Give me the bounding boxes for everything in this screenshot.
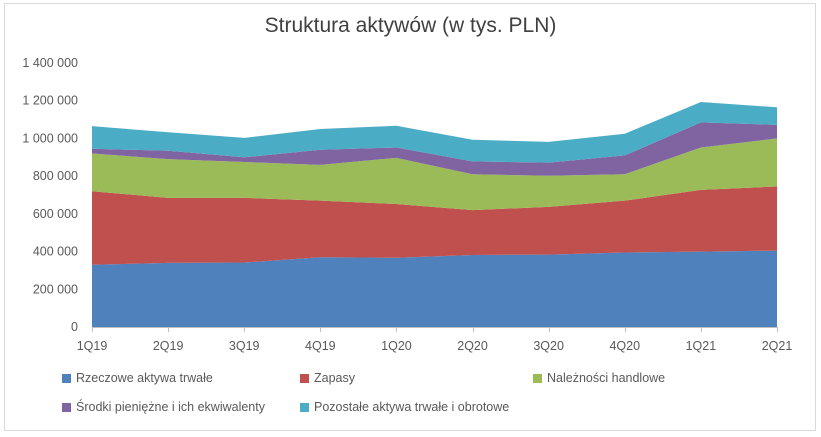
y-tick-label: 400 000 — [33, 245, 78, 259]
x-axis-tick-labels: 1Q19 2Q19 3Q19 4Q19 1Q20 2Q20 3Q20 4Q20 1Q21 2Q21 — [77, 339, 793, 353]
x-tick-label: 4Q19 — [305, 339, 336, 353]
series-areas — [92, 102, 777, 327]
x-tick-label: 2Q21 — [762, 339, 793, 353]
x-tick-label: 3Q20 — [533, 339, 564, 353]
x-tick-label: 2Q20 — [457, 339, 488, 353]
y-tick-label: 0 — [71, 320, 78, 334]
area-series-5 — [92, 102, 777, 163]
y-axis-tick-labels: 0 200 000 400 000 600 000 800 000 1 000 000 1 … — [22, 56, 78, 334]
area-series-2 — [92, 186, 777, 265]
y-tick-label: 600 000 — [33, 207, 78, 221]
y-tick-label: 800 000 — [33, 169, 78, 183]
x-tick-label: 1Q19 — [77, 339, 108, 353]
area-series-1 — [92, 250, 777, 327]
x-tick-label: 3Q19 — [229, 339, 260, 353]
x-tick-label: 1Q20 — [381, 339, 412, 353]
x-tick-label: 1Q21 — [686, 339, 717, 353]
y-tick-label: 1 400 000 — [22, 56, 78, 70]
chart-title: Struktura aktywów (w tys. PLN) — [264, 14, 557, 37]
y-tick-label: 1 000 000 — [22, 131, 78, 145]
area-series-4 — [92, 122, 777, 176]
x-tick-label: 2Q19 — [153, 339, 184, 353]
area-series-3 — [92, 138, 777, 211]
y-tick-label: 200 000 — [33, 282, 78, 296]
axes — [92, 327, 778, 332]
y-tick-label: 1 200 000 — [22, 94, 78, 108]
x-tick-label: 4Q20 — [609, 339, 640, 353]
